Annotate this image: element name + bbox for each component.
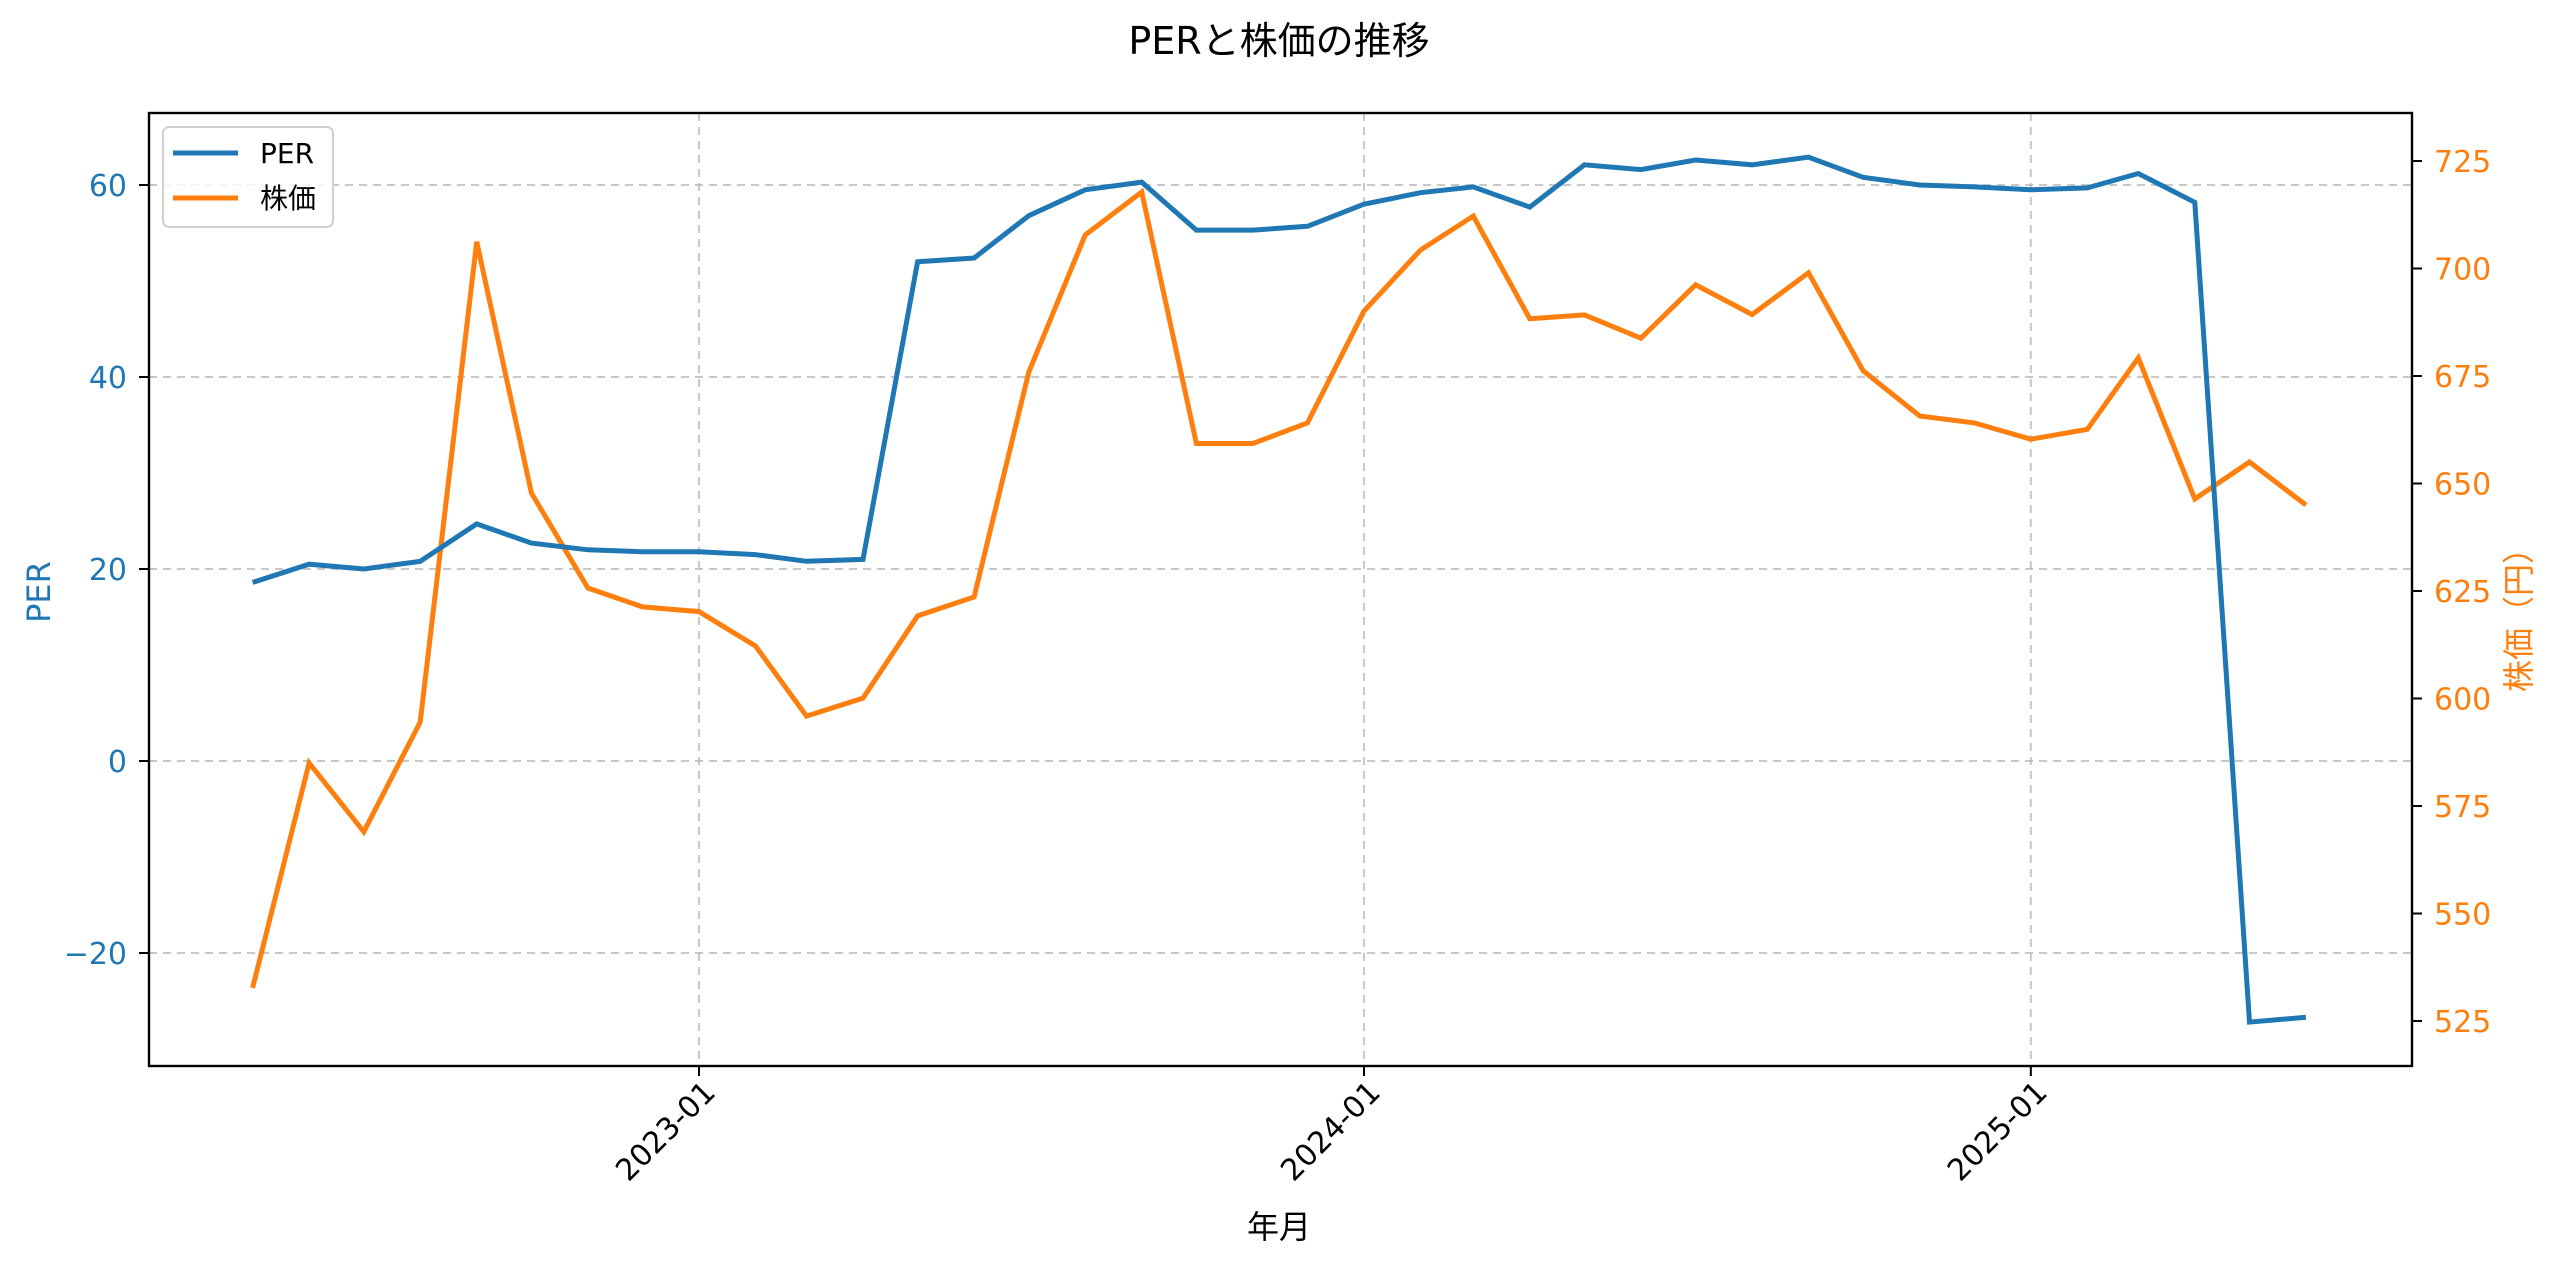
y-tick-left-label: 40 xyxy=(89,361,127,396)
grid-lines xyxy=(149,113,2412,1066)
legend-price-label: 株価 xyxy=(260,182,316,215)
y-tick-right-label: 625 xyxy=(2434,575,2491,610)
x-tick-label: 2024-01 xyxy=(1274,1075,1387,1188)
series-per-line xyxy=(251,154,2307,1025)
legend: PER 株価 xyxy=(162,126,334,228)
left-y-axis: −20 0 20 40 60 xyxy=(64,169,149,972)
y-tick-right-label: 725 xyxy=(2434,145,2491,180)
y-tick-left-label: 20 xyxy=(89,553,127,588)
x-axis: 2023-01 2024-01 2025-01 xyxy=(609,1066,2054,1188)
legend-per-label: PER xyxy=(260,137,314,170)
chart-title: PERと株価の推移 xyxy=(1128,19,1429,63)
series-price-line xyxy=(250,187,2308,989)
y-tick-right-label: 700 xyxy=(2434,253,2491,288)
series-line xyxy=(250,187,2308,989)
y-tick-right-label: 525 xyxy=(2434,1005,2491,1040)
right-y-axis: 525 550 575 600 625 650 675 700 725 xyxy=(2412,145,2491,1040)
y-tick-right-label: 650 xyxy=(2434,468,2491,503)
y-tick-left-label: 60 xyxy=(89,169,127,204)
y-axis-right-label: 株価（円） xyxy=(2500,532,2538,692)
x-axis-label: 年月 xyxy=(1247,1208,1311,1246)
y-tick-right-label: 575 xyxy=(2434,790,2491,825)
x-tick-label: 2023-01 xyxy=(609,1075,722,1188)
y-tick-right-label: 600 xyxy=(2434,683,2491,718)
y-tick-right-label: 550 xyxy=(2434,898,2491,933)
plot-area-frame xyxy=(147,111,2414,1068)
y-axis-left-label: PER xyxy=(20,561,58,623)
y-tick-left-label: −20 xyxy=(64,937,127,972)
series-line xyxy=(251,154,2307,1025)
y-tick-left-label: 0 xyxy=(108,745,127,780)
x-tick-label: 2025-01 xyxy=(1941,1075,2054,1188)
y-tick-right-label: 675 xyxy=(2434,360,2491,395)
